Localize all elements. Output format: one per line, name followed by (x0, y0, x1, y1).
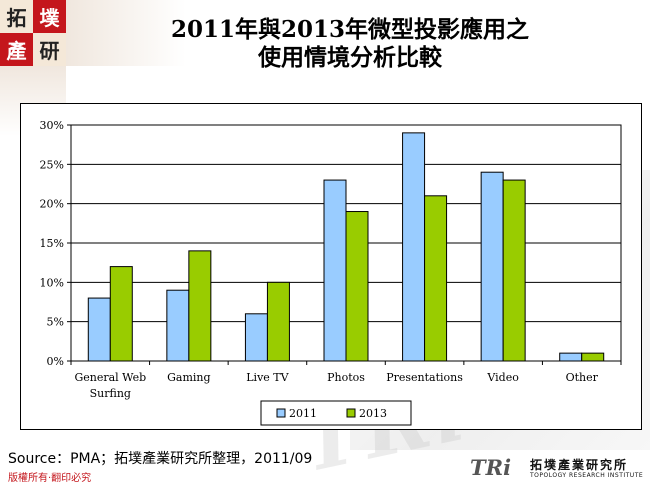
tri-brand-logo: TRi 拓墣產業研究所 TOPOLOGY RESEARCH INSTITUTE (470, 455, 645, 485)
y-tick-label: 15% (40, 237, 64, 250)
bar-2011 (87, 297, 111, 362)
x-tick-label: Other (566, 371, 599, 384)
bar-chart: 0% 5% 10% 15% 20% 25% 30% General Web Surfing Gam… (40, 119, 622, 426)
y-tick-label: 25% (40, 158, 64, 171)
bar-2013 (502, 179, 526, 362)
logo-char: 產 (0, 33, 33, 66)
x-tick-label: Video (486, 371, 519, 384)
bar-2011 (323, 179, 347, 362)
x-tick-label: Photos (327, 371, 365, 384)
logo-char: 墣 (33, 0, 66, 33)
y-tick-label: 10% (40, 276, 64, 289)
y-tick-label: 30% (40, 119, 64, 132)
chart-frame: 0% 5% 10% 15% 20% 25% 30% General Web Surfing Gam… (20, 103, 642, 430)
x-tick-label: Gaming (167, 371, 210, 384)
legend-swatch (276, 408, 286, 418)
source-note: Source：PMA；拓墣產業研究所整理，2011/09 (8, 451, 313, 467)
legend-box (260, 400, 412, 426)
copyright-footer: 版權所有‧翻印必究 (8, 473, 92, 484)
x-tick-label: General Web (74, 371, 146, 384)
legend-swatch (346, 408, 356, 418)
x-tick-label: Presentations (386, 371, 463, 384)
corner-fade (66, 0, 186, 66)
bar-2013 (266, 281, 290, 362)
y-tick-label: 5% (47, 316, 64, 329)
slide-title-line-2: 使用情境分析比較 (258, 44, 442, 71)
brand-name: 拓墣產業研究所 (530, 458, 629, 472)
y-tick-label: 0% (47, 355, 64, 368)
bar-2013 (109, 266, 133, 362)
x-tick-label: Live TV (246, 371, 289, 384)
bar-2013 (581, 352, 605, 362)
tri-logo-icon: TRi (470, 455, 512, 480)
logo-char: 研 (33, 33, 66, 66)
bar-2011 (480, 171, 504, 362)
brand-subtitle: TOPOLOGY RESEARCH INSTITUTE (530, 472, 644, 479)
bar-2013 (188, 250, 212, 362)
bar-2011 (559, 352, 583, 362)
y-tick-label: 20% (40, 198, 64, 211)
bar-2013 (345, 211, 369, 362)
slide-title: 2011年與2013年微型投影應用之 使用情境分析比較 (120, 16, 580, 72)
bar-2011 (244, 313, 268, 362)
bar-2011 (166, 289, 190, 362)
slide-title-line-1: 2011年與2013年微型投影應用之 (170, 16, 530, 43)
logo-char: 拓 (0, 0, 33, 33)
x-tick-label: Surfing (90, 387, 131, 400)
bar-2013 (424, 195, 448, 362)
legend-label: 2011 (289, 407, 317, 420)
legend-label: 2013 (359, 407, 387, 420)
bar-2011 (402, 132, 426, 362)
topology-logo-icon: 拓 墣 產 研 (0, 0, 66, 66)
